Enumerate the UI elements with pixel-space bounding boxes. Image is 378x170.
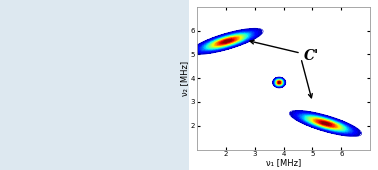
Text: C': C' [304, 49, 320, 63]
X-axis label: ν₁ [MHz]: ν₁ [MHz] [266, 158, 301, 167]
Y-axis label: ν₂ [MHz]: ν₂ [MHz] [180, 61, 189, 96]
